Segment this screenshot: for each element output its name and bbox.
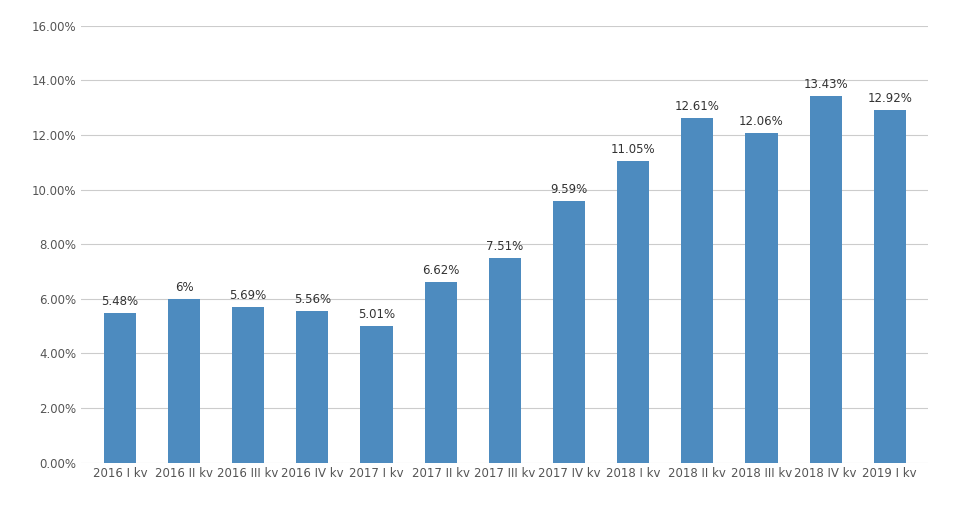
Bar bbox=[874, 110, 906, 463]
Bar bbox=[297, 311, 328, 463]
Text: 5.69%: 5.69% bbox=[230, 289, 267, 302]
Bar bbox=[103, 313, 136, 463]
Bar bbox=[168, 299, 200, 463]
Text: 5.48%: 5.48% bbox=[101, 295, 139, 308]
Bar bbox=[233, 307, 264, 463]
Bar bbox=[553, 201, 585, 463]
Text: 12.92%: 12.92% bbox=[867, 92, 912, 105]
Text: 12.61%: 12.61% bbox=[675, 100, 720, 114]
Bar bbox=[746, 133, 777, 463]
Bar bbox=[810, 96, 841, 463]
Bar bbox=[489, 258, 521, 463]
Bar bbox=[681, 118, 713, 463]
Bar bbox=[617, 161, 649, 463]
Text: 7.51%: 7.51% bbox=[486, 240, 523, 252]
Bar bbox=[361, 326, 392, 463]
Text: 5.01%: 5.01% bbox=[358, 308, 395, 321]
Text: 11.05%: 11.05% bbox=[611, 143, 656, 156]
Text: 9.59%: 9.59% bbox=[550, 183, 588, 196]
Text: 6%: 6% bbox=[175, 281, 193, 294]
Bar bbox=[425, 282, 456, 463]
Text: 5.56%: 5.56% bbox=[294, 293, 331, 306]
Text: 13.43%: 13.43% bbox=[803, 78, 848, 91]
Text: 6.62%: 6.62% bbox=[422, 264, 459, 277]
Text: 12.06%: 12.06% bbox=[739, 115, 784, 128]
